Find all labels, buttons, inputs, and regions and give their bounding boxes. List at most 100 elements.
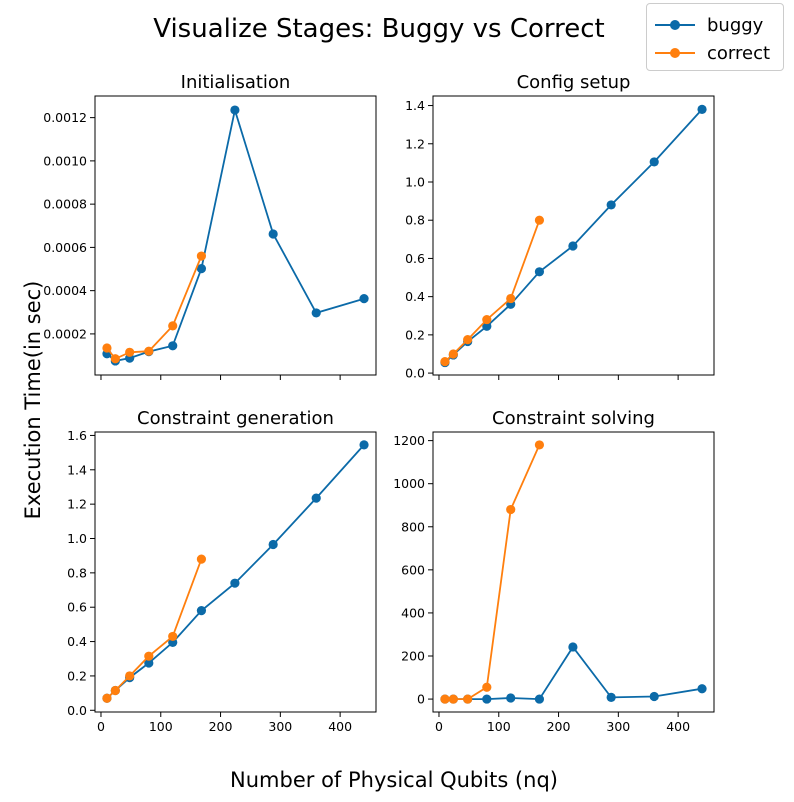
data-point-buggy <box>482 694 492 704</box>
legend-label-correct: correct <box>707 42 771 64</box>
y-tick-label: 0.0006 <box>43 240 87 255</box>
data-point-buggy <box>359 440 369 450</box>
data-point-buggy <box>196 606 207 616</box>
y-tick-label: 1200 <box>393 433 425 448</box>
figure-ylabel: Execution Time(in sec) <box>21 281 45 520</box>
y-tick-label: 400 <box>401 605 425 620</box>
data-point-correct <box>482 314 492 325</box>
subplot-title: Initialisation <box>181 72 291 93</box>
x-tick-label: 300 <box>606 719 630 734</box>
subplot-4: Constraint solving 0 100 200 300 400 0 200 400 60… <box>393 408 715 734</box>
y-tick-label: 0.2 <box>405 327 425 342</box>
data-point-correct <box>196 251 207 261</box>
y-tick-label: 0.0008 <box>43 197 87 212</box>
data-point-correct <box>534 440 545 450</box>
data-point-correct <box>196 554 207 564</box>
y-tick-label: 0.6 <box>67 600 87 615</box>
data-point-buggy <box>534 694 545 704</box>
data-point-buggy <box>268 229 278 239</box>
legend-marker-correct <box>655 48 695 58</box>
data-point-buggy <box>230 105 240 115</box>
series-line-buggy <box>106 106 365 362</box>
data-point-correct <box>144 346 154 356</box>
data-point-correct <box>448 349 458 359</box>
data-point-buggy <box>196 263 207 274</box>
data-point-buggy <box>168 341 178 351</box>
figure-xlabel: Number of Physical Qubits (nq) <box>230 768 558 792</box>
series-line-correct <box>444 219 541 363</box>
x-tick-label: 0 <box>97 719 105 734</box>
axes-frame <box>432 431 715 713</box>
y-tick-label: 1.2 <box>405 136 425 151</box>
y-tick-label: 600 <box>401 562 425 577</box>
x-tick-label: 400 <box>666 719 690 734</box>
legend-entry-buggy: buggy <box>655 12 763 38</box>
data-point-correct <box>482 682 492 692</box>
data-point-buggy <box>606 200 616 210</box>
data-point-buggy <box>144 658 154 668</box>
y-tick-label: 1.0 <box>67 531 87 546</box>
subplot-title: Constraint solving <box>492 408 655 429</box>
axes-frame <box>94 95 377 376</box>
y-tick-label: 800 <box>401 519 425 534</box>
data-point-buggy <box>568 642 578 652</box>
y-tick-label: 0.0010 <box>43 153 87 168</box>
y-tick-label: 0.0002 <box>43 326 87 341</box>
data-point-buggy <box>568 241 578 251</box>
data-point-correct <box>463 335 473 345</box>
y-tick-label: 0.0 <box>405 366 425 381</box>
series-line-buggy <box>445 645 703 701</box>
subplot-title: Constraint generation <box>137 408 334 429</box>
data-point-correct <box>168 321 178 331</box>
y-tick-label: 1000 <box>393 476 425 491</box>
data-point-correct <box>506 293 516 304</box>
data-point-buggy <box>230 578 240 588</box>
axes-frame <box>94 431 377 713</box>
data-point-correct <box>110 685 120 696</box>
data-point-correct <box>144 651 154 661</box>
y-tick-label: 1.4 <box>405 98 425 113</box>
y-tick-label: 0.0004 <box>43 283 87 298</box>
data-point-buggy <box>649 157 659 167</box>
x-tick-label: 0 <box>435 719 443 734</box>
x-tick-label: 100 <box>149 719 173 734</box>
data-point-buggy <box>311 493 321 503</box>
data-point-buggy <box>506 693 516 703</box>
y-tick-label: 200 <box>401 649 425 664</box>
x-tick-label: 400 <box>328 719 352 734</box>
y-tick-label: 1.4 <box>67 462 87 477</box>
data-point-correct <box>110 354 120 364</box>
data-point-correct <box>534 215 545 225</box>
y-tick-label: 0.4 <box>405 289 425 304</box>
x-tick-label: 200 <box>547 719 571 734</box>
y-tick-label: 0.6 <box>405 251 425 266</box>
data-point-buggy <box>606 692 616 702</box>
series-line-correct <box>445 444 541 700</box>
y-tick-label: 0.4 <box>67 634 87 649</box>
x-tick-label: 200 <box>209 719 233 734</box>
legend: buggy correct <box>646 3 784 71</box>
series-line-correct <box>106 558 203 699</box>
data-point-buggy <box>534 267 545 277</box>
data-point-buggy <box>268 539 278 550</box>
y-tick-label: 0.0012 <box>43 110 87 125</box>
data-point-correct <box>448 694 458 704</box>
axes-frame <box>432 95 715 376</box>
data-point-correct <box>125 347 135 357</box>
data-point-correct <box>168 631 178 642</box>
legend-entry-correct: correct <box>655 40 770 66</box>
data-point-buggy <box>649 691 659 702</box>
data-point-correct <box>440 694 450 704</box>
y-tick-label: 1.0 <box>405 174 425 189</box>
subplot-3: Constraint generation 0 100 200 300 400 0.0 0.2… <box>67 408 377 734</box>
data-point-buggy <box>697 684 707 694</box>
data-point-buggy <box>697 104 707 114</box>
y-tick-label: 0.0 <box>67 703 87 718</box>
subplot-1: Initialisation 0.0002 0.0004 0.0006 0.0008 0.… <box>43 72 377 380</box>
legend-marker-buggy <box>655 20 695 30</box>
data-point-buggy <box>482 321 492 331</box>
data-point-correct <box>102 693 112 703</box>
y-tick-label: 0.8 <box>405 213 425 228</box>
data-point-correct <box>102 343 112 353</box>
